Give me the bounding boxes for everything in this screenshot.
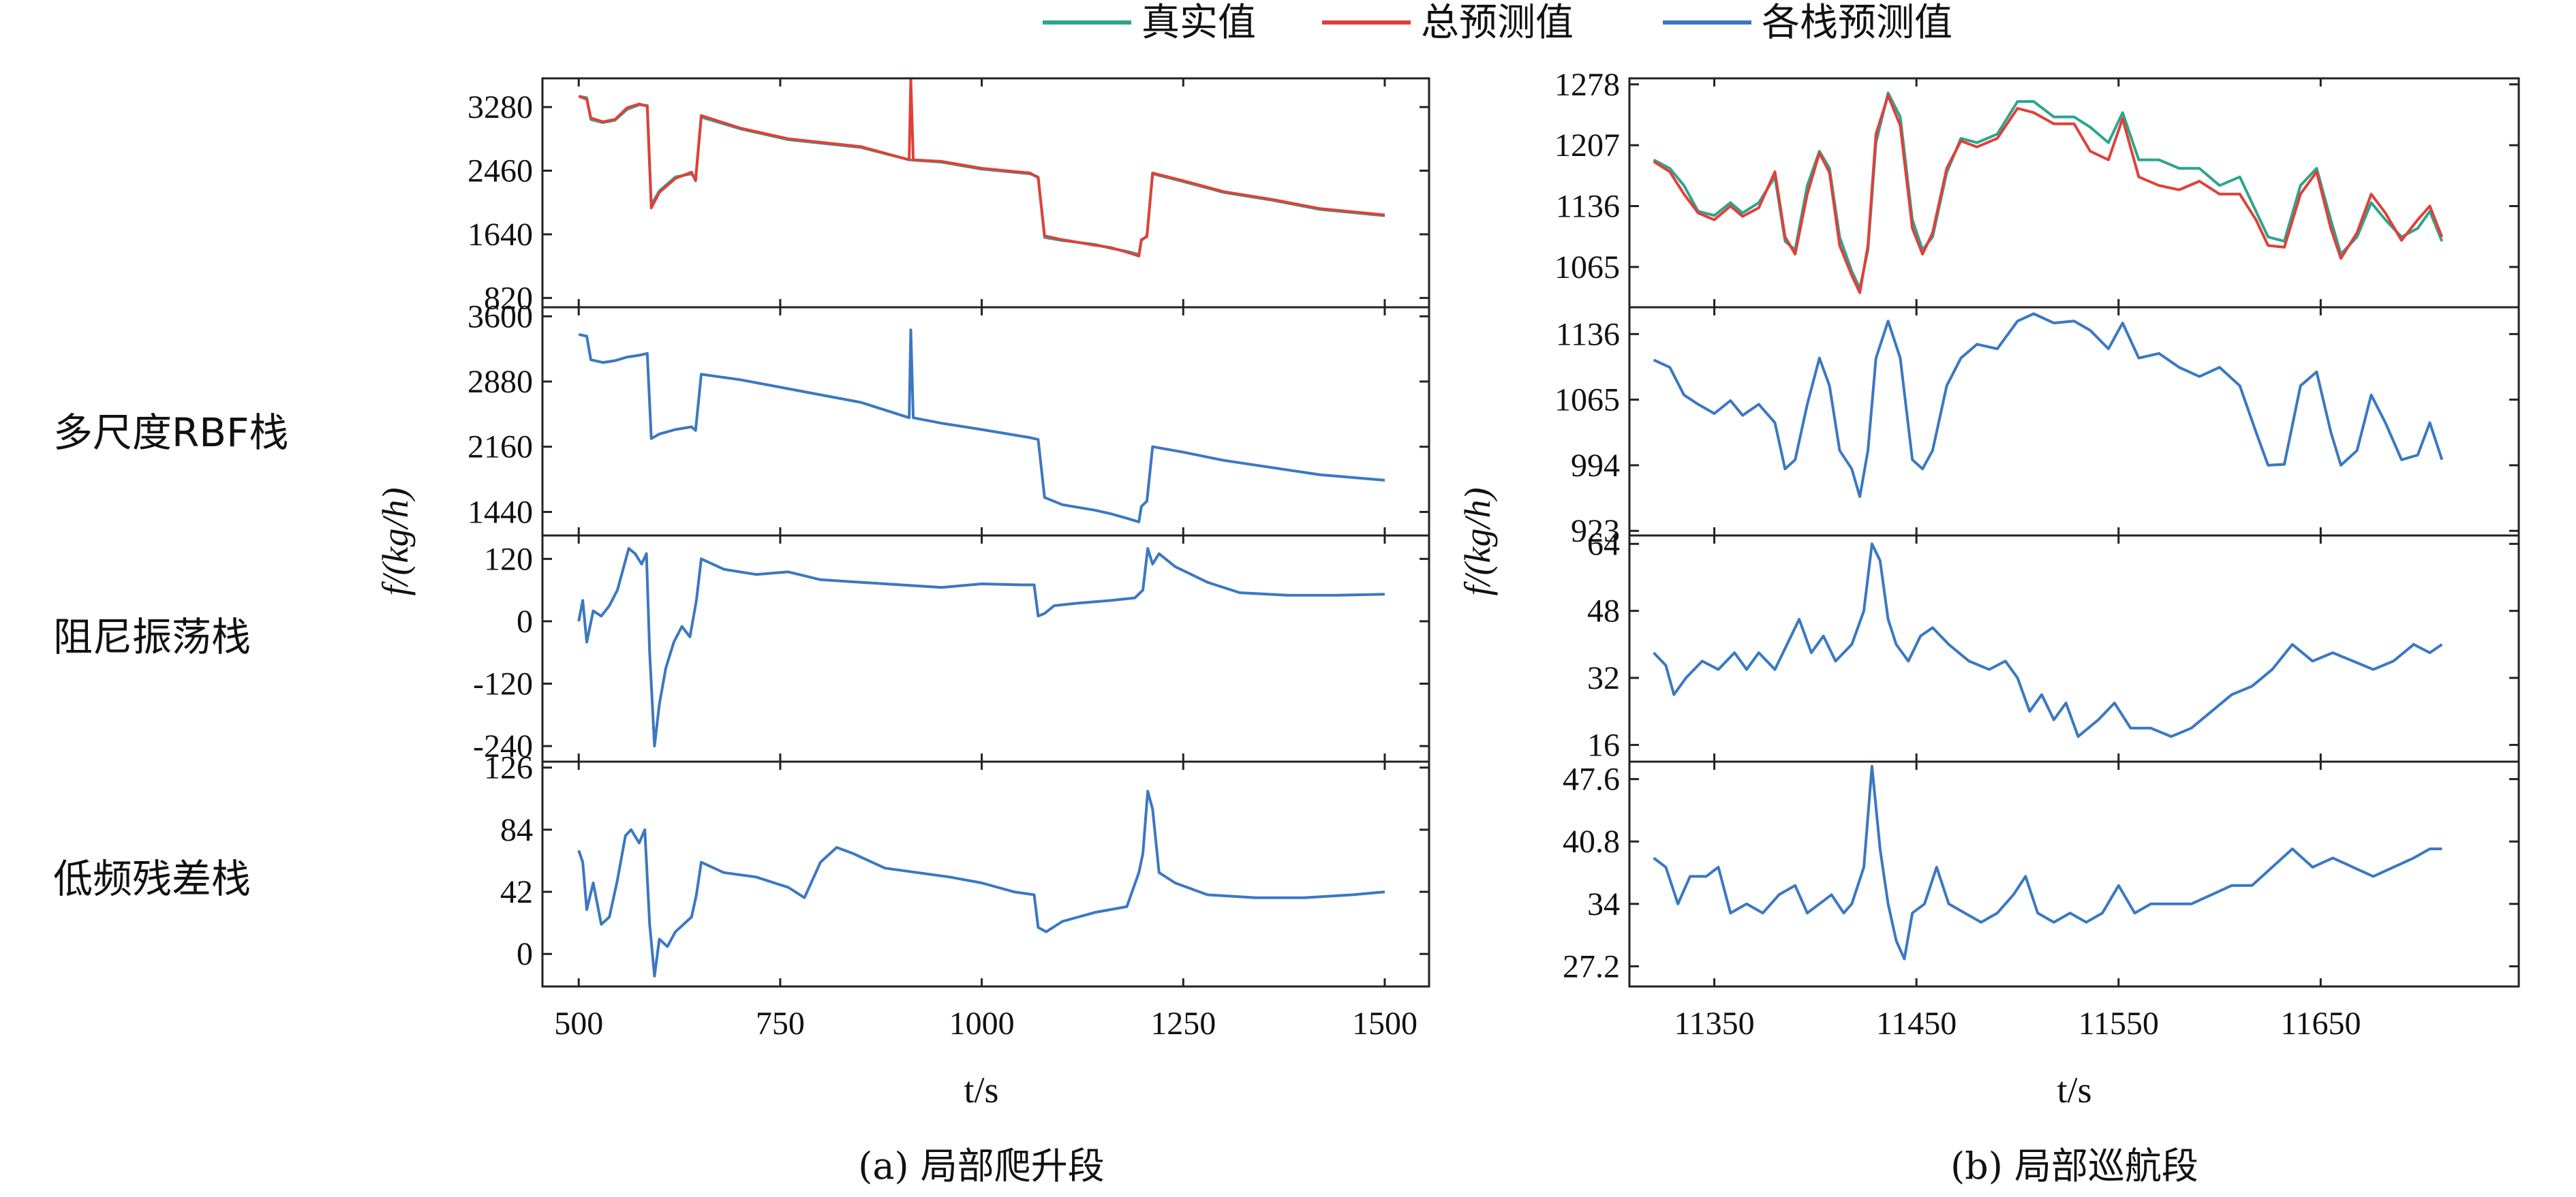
panel-4: 27.2 34 40.8 47.6 11350 11450 11550 11650 [1563,760,2520,1042]
y-tick-label: 1136 [1556,316,1620,352]
y-tick-label: 1136 [1556,189,1620,225]
panel-frame [1628,77,2520,309]
chart-climb: 820 1640 2460 3280 1440 2160 2880 3600 -240 -120 0… [467,77,1430,1042]
y-tick-label: 32 [1587,660,1620,696]
y-tick-label: -120 [473,666,533,702]
panel-3: -240 -120 0 120 [473,534,1430,764]
y-tick-label: 1640 [467,217,533,253]
panel-4: 0 42 84 126 500 750 1000 1250 1500 [484,750,1430,1042]
series-line-stack [577,547,1385,748]
y-tick-label: 0 [517,604,533,640]
x-tick-label: 750 [756,1006,805,1042]
y-tick-label: 16 [1587,727,1620,763]
y-tick-label: 3600 [467,298,533,335]
panel-frame [541,77,1430,309]
legend-label-true: 真实值 [1141,1,1256,45]
y-tick-label: 2880 [467,364,533,400]
caption-left: (a) 局部爬升段 [858,1145,1105,1187]
y-tick-label: 1207 [1554,127,1620,164]
y-tick-label: 3280 [467,89,533,125]
x-tick-label: 11350 [1674,1006,1754,1042]
series-line-stack [578,328,1385,524]
y-tick-label: 1440 [467,494,533,530]
y-tick-label: 820 [484,280,533,316]
ylabel-right: f/(kg/h) [1457,488,1498,596]
ylabel-right-text: f/(kg/h) [1457,488,1498,596]
panel-frame [541,534,1430,763]
y-tick-label: 84 [500,812,533,848]
y-tick-label: 42 [500,874,533,910]
series-line-total [578,78,1385,258]
row-label-damped: 阻尼振荡栈 [53,614,251,660]
x-tick-label: 1250 [1150,1006,1216,1042]
y-tick-label: -240 [473,728,533,764]
y-tick-label: 40.8 [1563,824,1620,860]
legend-label-total: 总预测值 [1421,1,1574,45]
y-tick-label: 120 [484,541,533,577]
legend: 真实值 总预测值 各栈预测值 [1043,1,1952,45]
y-tick-label: 27.2 [1563,948,1620,984]
panel-frame [541,760,1430,988]
series-line-stack [577,790,1385,978]
y-tick-label: 48 [1587,593,1620,629]
y-tick-label: 34 [1587,886,1620,922]
x-tick-label: 500 [554,1006,603,1042]
panel-1: 1065 1136 1207 1278 [1554,67,2520,309]
y-tick-label: 1278 [1554,67,1620,103]
ylabel-left: f/(kg/h) [375,488,416,596]
y-tick-label: 1065 [1554,249,1620,285]
x-tick-label: 1500 [1352,1006,1417,1042]
y-tick-label: 47.6 [1563,762,1620,798]
row-label-rbf: 多尺度RBF栈 [53,409,288,456]
y-tick-label: 2460 [467,153,533,189]
caption-right: (b) 局部巡航段 [1950,1145,2198,1187]
panel-3: 16 32 48 64 [1587,526,2520,763]
y-tick-label: 1065 [1554,382,1620,418]
xlabel-right: t/s [2057,1070,2091,1110]
x-tick-label: 11450 [1876,1006,1957,1042]
panel-2: 923 994 1065 1136 [1554,306,2520,549]
ylabel-left-text: f/(kg/h) [375,488,416,596]
panel-frame [541,306,1430,537]
series-line-stack [1653,764,2442,961]
y-tick-label: 64 [1587,526,1620,562]
series-line-stack [1653,542,2443,739]
panel-1: 820 1640 2460 3280 [467,77,1430,316]
series-line-stack [1653,312,2444,498]
x-tick-label: 11550 [2079,1006,2159,1042]
y-tick-label: 994 [1571,448,1620,484]
series-line-total [1653,94,2444,294]
series-line-true [1653,91,2444,290]
x-tick-label: 11650 [2280,1006,2361,1042]
row-label-residual: 低频残差栈 [53,856,251,902]
y-tick-label: 923 [1571,513,1620,549]
y-tick-label: 2160 [467,429,533,465]
panel-2: 1440 2160 2880 3600 [467,298,1430,537]
x-tick-label: 1000 [949,1006,1015,1042]
xlabel-left: t/s [964,1070,998,1110]
panel-frame [1628,760,2520,988]
y-tick-label: 0 [517,936,533,972]
chart-cruise: 1065 1136 1207 1278 923 994 1065 1136 16 32 48 64 27… [1554,67,2520,1042]
legend-label-stack: 各栈预测值 [1762,1,1952,45]
y-tick-label: 126 [484,750,533,786]
